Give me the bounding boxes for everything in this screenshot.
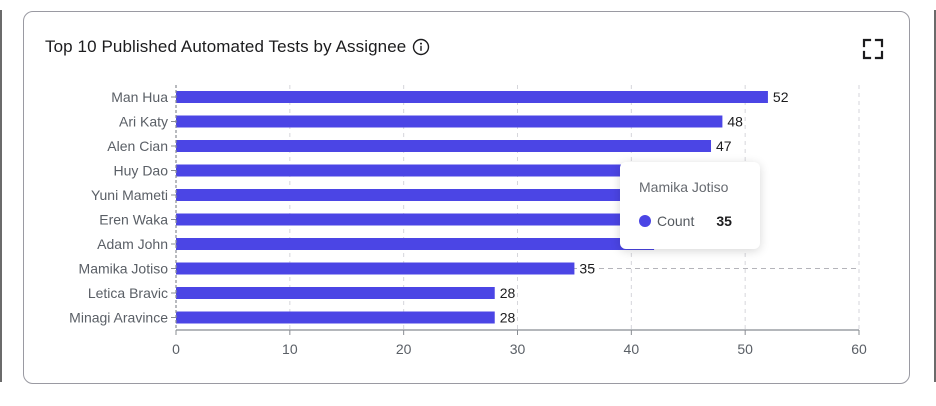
chart-title: Top 10 Published Automated Tests by Assi… [45,37,407,56]
bar-alen-cian [176,140,712,152]
category-label: Yuni Mameti [91,187,168,203]
category-label: Mamika Jotiso [79,261,169,277]
category-label: Alen Cian [107,138,168,154]
category-label: Minagi Aravince [69,310,168,326]
bar-yuni-mameti [176,189,655,201]
tooltip-value: 35 [716,213,732,229]
category-label: Huy Dao [114,163,169,179]
x-tick-label: 20 [396,341,412,357]
value-label: 48 [727,114,743,130]
bar-minagi-aravince [176,311,495,324]
x-tick-label: 50 [737,341,753,357]
value-label: 28 [500,285,516,301]
info-icon[interactable] [412,38,430,56]
value-label: 47 [716,138,732,154]
chart-tooltip: Mamika Jotiso Count 35 [620,162,760,249]
x-tick-label: 60 [851,341,867,357]
tooltip-series-label: Count [657,213,695,229]
category-label: Adam John [97,236,168,252]
right-panel-edge [934,10,936,382]
chart-title-row: Top 10 Published Automated Tests by Assi… [45,37,430,57]
tooltip-name: Mamika Jotiso [639,179,729,195]
bar-adam-john [176,238,655,250]
left-panel-edge [0,10,2,382]
bar-ari-katy [176,115,723,128]
x-tick-label: 10 [282,341,298,357]
bar-huy-dao [176,164,655,177]
bar-man-hua [176,91,768,103]
category-label: Man Hua [111,89,168,105]
bar-mamika-jotiso [176,262,575,275]
bar-letica-bravic [176,287,495,299]
value-label: 52 [773,89,789,105]
x-tick-label: 40 [624,341,640,357]
x-tick-label: 0 [172,341,180,357]
x-tick-label: 30 [510,341,526,357]
category-label: Eren Waka [99,212,168,228]
category-label: Ari Katy [119,114,168,130]
category-label: Letica Bravic [88,285,168,301]
fullscreen-icon[interactable] [862,38,884,60]
bar-eren-waka [176,213,655,226]
value-label: 35 [579,261,595,277]
tooltip-row: Count 35 [639,213,732,229]
value-label: 28 [500,310,516,326]
tooltip-series-dot [639,215,651,227]
